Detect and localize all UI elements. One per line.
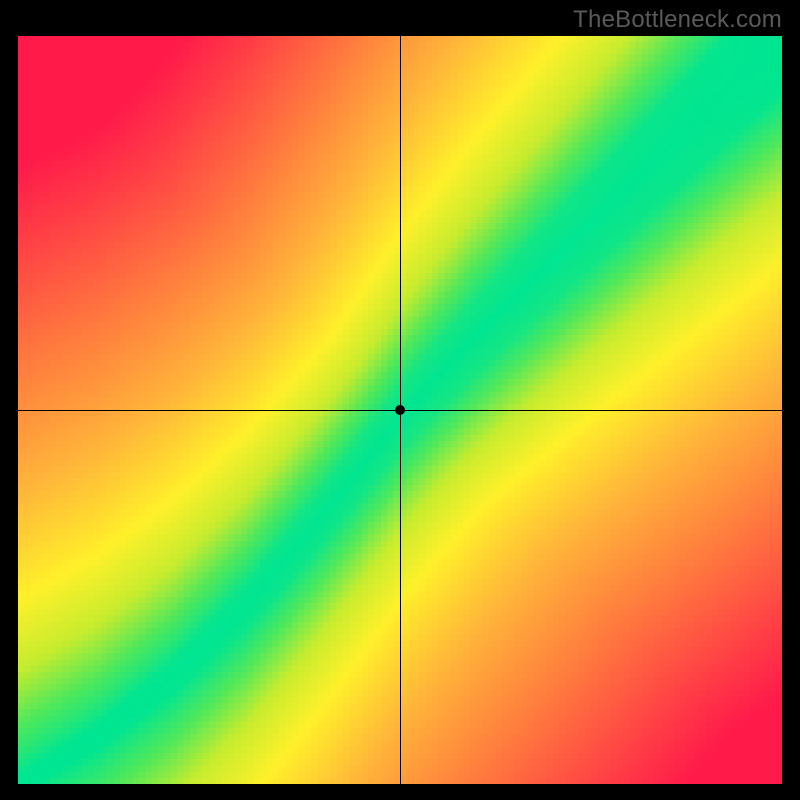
watermark-text: TheBottleneck.com <box>573 6 782 34</box>
crosshair-dot <box>395 405 405 415</box>
heatmap-plot <box>18 36 782 784</box>
